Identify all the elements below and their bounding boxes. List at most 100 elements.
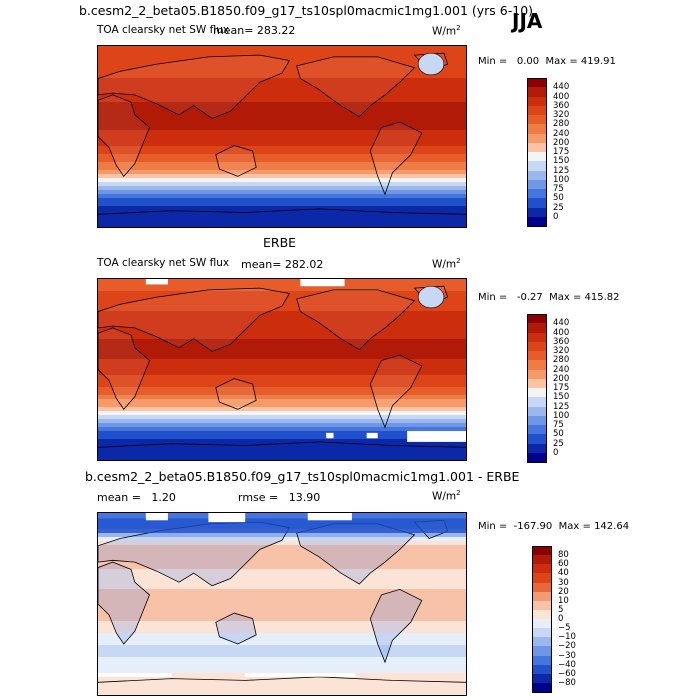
heatmap-band: [98, 693, 466, 695]
colorbar-tick-label: 5: [558, 604, 564, 615]
colorbar-swatch: [527, 96, 547, 107]
heatmap-band: [98, 601, 466, 606]
colorbar-swatch: [527, 124, 547, 135]
mean-value: 1.20: [151, 491, 176, 504]
heatmap-band: [98, 641, 466, 646]
colorbar-swatch: [532, 564, 552, 574]
units-exp: 2: [456, 24, 461, 32]
heatmap-band: [98, 70, 466, 75]
units-exp: 2: [456, 257, 461, 265]
colorbar-swatch: [532, 628, 552, 638]
heatmap-band: [98, 363, 466, 368]
missing-data-block: [307, 513, 352, 521]
coastline: [98, 54, 291, 119]
heatmap-band: [98, 553, 466, 558]
heatmap-band: [98, 110, 466, 115]
colorbar-swatch: [527, 161, 547, 172]
max-value: 415.82: [584, 292, 620, 303]
heatmap-band: [98, 279, 466, 284]
min-label: Min =: [478, 521, 508, 532]
heatmap-band: [98, 194, 466, 199]
coastline: [369, 121, 423, 196]
colorbar-tick-label: −30: [558, 650, 576, 661]
heatmap-band: [98, 295, 466, 300]
heatmap-band: [98, 629, 466, 634]
min-value: 0.00: [516, 56, 540, 67]
min-label: Min =: [478, 56, 508, 67]
heatmap-band: [98, 561, 466, 566]
heatmap-band: [98, 423, 466, 428]
heatmap-band: [98, 653, 466, 658]
heatmap-band: [98, 98, 466, 103]
heatmap-band: [98, 597, 466, 602]
heatmap-band: [98, 411, 466, 416]
heatmap-band: [98, 625, 466, 630]
heatmap-band: [98, 633, 466, 638]
colorbar-swatch: [532, 546, 552, 556]
rmse-value: 13.90: [288, 491, 321, 504]
heatmap-band: [98, 82, 466, 87]
heatmap-band: [98, 359, 466, 364]
mean-readout: mean= 282.02: [241, 259, 323, 270]
heatmap-band: [98, 605, 466, 610]
colorbar-tick-label: 440: [553, 318, 570, 329]
heatmap-band: [98, 335, 466, 340]
heatmap-band: [98, 146, 466, 151]
heatmap-band: [98, 609, 466, 614]
heatmap-band: [98, 443, 466, 448]
heatmap-band: [98, 403, 466, 408]
colorbar-swatch: [532, 673, 552, 684]
heatmap-band: [98, 331, 466, 336]
heatmap-band: [98, 174, 466, 179]
colorbar-tick-label: 125: [553, 165, 570, 176]
colorbar-tick-label: 280: [553, 119, 570, 130]
heatmap-band: [98, 347, 466, 352]
colorbar-tick-label: −60: [558, 668, 576, 679]
heatmap-band: [98, 66, 466, 71]
heatmap-band: [98, 399, 466, 404]
colorbar: 440 400 360 320 280 240 200 175 150 125 100 75 50 25 0: [527, 78, 587, 227]
heatmap-band: [98, 303, 466, 308]
heatmap-band: [98, 395, 466, 400]
colorbar-tick-label: 200: [553, 137, 570, 148]
colorbar-swatch: [527, 152, 547, 162]
heatmap-band: [98, 665, 466, 670]
heatmap-band: [98, 202, 466, 207]
colorbar-tick-label: 320: [553, 110, 570, 120]
min-max-readout: Min = -167.90 Max = 142.64: [478, 522, 629, 532]
colorbar-tick-label: 360: [553, 100, 570, 111]
mean-value: 283.22: [256, 24, 296, 37]
max-value: 142.64: [594, 521, 630, 532]
units-label: W/m2: [432, 258, 461, 270]
heatmap-band: [98, 447, 466, 452]
mean-label: mean =: [97, 491, 141, 504]
heatmap-band: [98, 283, 466, 288]
heatmap-band: [98, 138, 466, 143]
heatmap-field: [98, 279, 466, 460]
colorbar-swatch: [527, 133, 547, 144]
heatmap-field: [98, 46, 466, 227]
heatmap-band: [98, 621, 466, 626]
heatmap-band: [98, 435, 466, 440]
heatmap-band: [98, 114, 466, 119]
heatmap-band: [98, 565, 466, 570]
heatmap-band: [98, 383, 466, 388]
rmse-readout: rmse = 13.90: [238, 492, 320, 503]
heatmap-band: [98, 661, 466, 666]
heatmap-band: [98, 90, 466, 95]
heatmap-band: [98, 46, 466, 51]
colorbar-tick-label: 75: [553, 420, 564, 430]
max-label: Max =: [558, 521, 591, 532]
colorbar-swatch: [527, 189, 547, 199]
heatmap-band: [98, 549, 466, 554]
colorbar-swatch: [532, 664, 552, 675]
missing-data-block: [407, 431, 466, 442]
panel-title: ERBE: [263, 235, 297, 250]
colorbar-tick-label: 150: [553, 156, 570, 167]
heatmap-band: [98, 677, 466, 682]
colorbar: 80 60 40 30 20 10 5 0 −5 −10 −20 −30 −40 −60 −80: [532, 546, 592, 693]
heatmap-band: [98, 158, 466, 163]
colorbar-swatch: [527, 170, 547, 181]
colorbar-swatch: [527, 142, 547, 153]
heatmap-band: [98, 431, 466, 436]
